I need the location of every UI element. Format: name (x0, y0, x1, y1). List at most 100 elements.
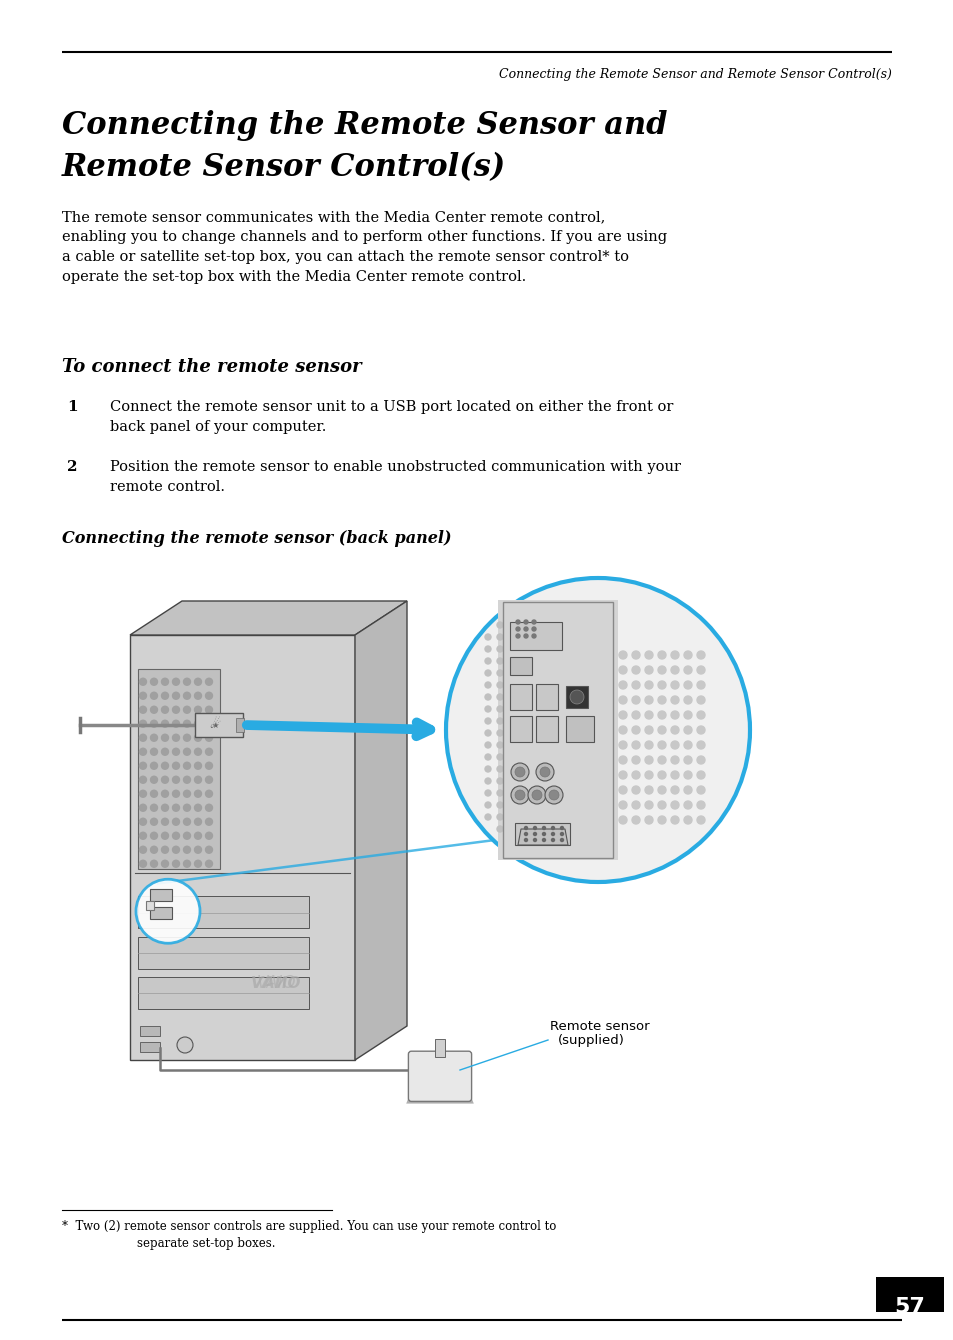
Circle shape (484, 791, 491, 796)
Circle shape (683, 695, 691, 704)
Circle shape (631, 801, 639, 809)
Circle shape (205, 693, 213, 699)
Circle shape (194, 776, 201, 784)
Circle shape (497, 730, 502, 736)
Circle shape (658, 666, 665, 674)
Circle shape (658, 801, 665, 809)
Bar (150, 890, 172, 902)
Circle shape (644, 666, 652, 674)
Bar (565, 716, 594, 742)
Text: VAIO: VAIO (256, 974, 295, 993)
Circle shape (497, 682, 502, 687)
Circle shape (194, 847, 201, 854)
Circle shape (658, 695, 665, 704)
Circle shape (172, 762, 179, 769)
Circle shape (631, 770, 639, 779)
Circle shape (644, 787, 652, 795)
Circle shape (697, 726, 704, 734)
Circle shape (183, 804, 191, 811)
Circle shape (631, 756, 639, 764)
Bar (150, 907, 172, 919)
Polygon shape (355, 602, 407, 1060)
Circle shape (484, 813, 491, 820)
Circle shape (670, 801, 679, 809)
Circle shape (172, 706, 179, 713)
Circle shape (497, 670, 502, 675)
Circle shape (536, 762, 554, 781)
Circle shape (484, 694, 491, 699)
Circle shape (205, 860, 213, 867)
Circle shape (533, 839, 536, 842)
Circle shape (618, 787, 626, 795)
Circle shape (618, 712, 626, 720)
Circle shape (618, 695, 626, 704)
Circle shape (644, 651, 652, 659)
Circle shape (551, 827, 554, 829)
Circle shape (194, 678, 201, 685)
Circle shape (560, 839, 563, 842)
Circle shape (161, 748, 169, 756)
Circle shape (658, 726, 665, 734)
Text: Connecting the remote sensor (back panel): Connecting the remote sensor (back panel… (62, 531, 451, 547)
Circle shape (683, 816, 691, 824)
Circle shape (183, 776, 191, 784)
Circle shape (151, 791, 157, 797)
Circle shape (523, 634, 527, 638)
Circle shape (670, 681, 679, 689)
Polygon shape (406, 1091, 474, 1104)
Circle shape (697, 712, 704, 720)
Circle shape (697, 681, 704, 689)
Circle shape (618, 651, 626, 659)
Circle shape (683, 712, 691, 720)
Bar (138, 896, 309, 929)
Circle shape (524, 832, 527, 836)
Circle shape (644, 816, 652, 824)
Circle shape (484, 766, 491, 772)
Circle shape (497, 825, 502, 832)
Circle shape (516, 620, 519, 624)
Circle shape (205, 804, 213, 811)
Circle shape (631, 651, 639, 659)
Circle shape (205, 776, 213, 784)
Circle shape (161, 819, 169, 825)
Circle shape (139, 721, 147, 728)
Text: Connect the remote sensor unit to a USB port located on either the front or
back: Connect the remote sensor unit to a USB … (110, 401, 673, 434)
Circle shape (484, 754, 491, 760)
Circle shape (151, 819, 157, 825)
Circle shape (194, 791, 201, 797)
Circle shape (670, 695, 679, 704)
Circle shape (511, 762, 529, 781)
Circle shape (497, 622, 502, 628)
Circle shape (151, 860, 157, 867)
Circle shape (183, 860, 191, 867)
Bar (510, 657, 532, 675)
Circle shape (523, 620, 527, 624)
Circle shape (548, 791, 558, 800)
Circle shape (139, 734, 147, 741)
Circle shape (658, 787, 665, 795)
Circle shape (497, 813, 502, 820)
Circle shape (161, 860, 169, 867)
Circle shape (205, 748, 213, 756)
Circle shape (497, 658, 502, 665)
Bar (146, 902, 153, 910)
Circle shape (205, 832, 213, 839)
Circle shape (644, 741, 652, 749)
Circle shape (683, 756, 691, 764)
Circle shape (644, 681, 652, 689)
Circle shape (532, 791, 541, 800)
Circle shape (683, 787, 691, 795)
Circle shape (161, 678, 169, 685)
Circle shape (194, 832, 201, 839)
Circle shape (151, 847, 157, 854)
Circle shape (497, 694, 502, 699)
Circle shape (524, 827, 527, 829)
Circle shape (183, 847, 191, 854)
Bar (138, 937, 309, 969)
Circle shape (161, 693, 169, 699)
Circle shape (139, 791, 147, 797)
Circle shape (172, 804, 179, 811)
Circle shape (161, 847, 169, 854)
Circle shape (183, 748, 191, 756)
Circle shape (183, 693, 191, 699)
